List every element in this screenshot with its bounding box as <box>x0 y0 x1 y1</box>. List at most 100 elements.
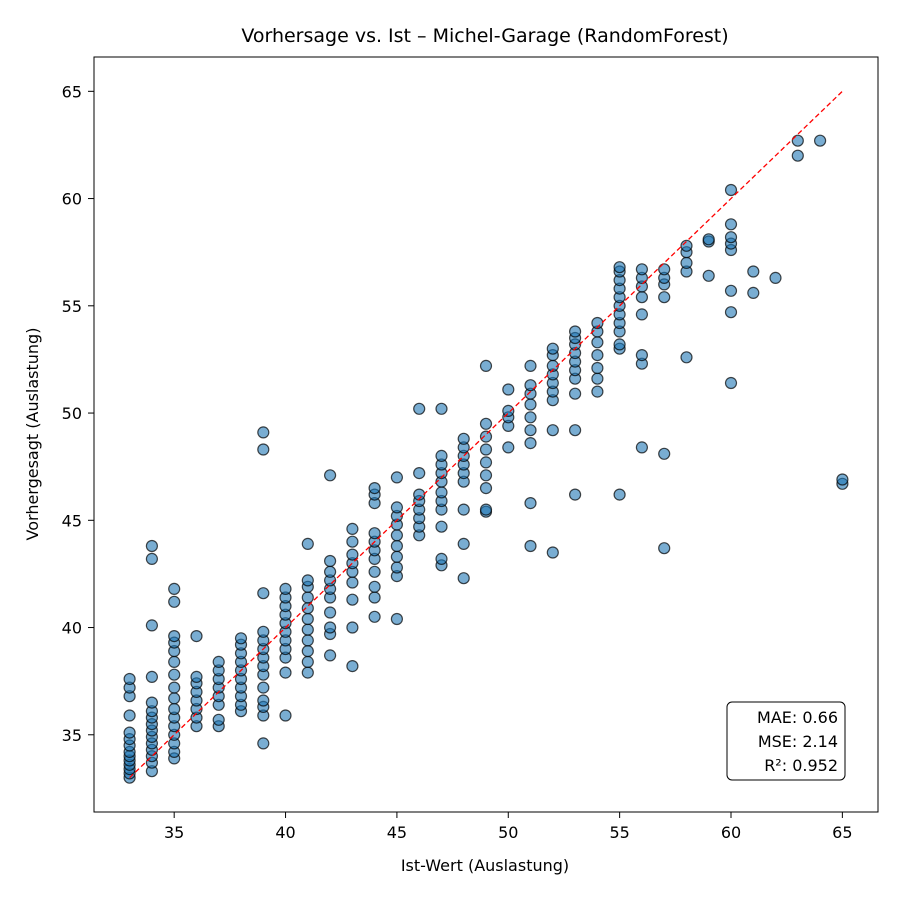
data-point <box>346 621 359 634</box>
x-tick-label: 50 <box>498 823 518 842</box>
y-tick-label: 50 <box>62 404 82 423</box>
y-axis-label: Vorhergesagt (Auslastung) <box>23 328 42 541</box>
data-point <box>324 606 337 619</box>
x-tick-label: 40 <box>275 823 295 842</box>
data-point <box>747 286 760 299</box>
data-point <box>368 580 381 593</box>
data-point <box>724 284 738 297</box>
data-point <box>524 437 537 450</box>
data-point <box>168 629 181 643</box>
data-point <box>413 467 426 480</box>
y-tick-label: 35 <box>62 726 82 745</box>
data-point <box>324 621 337 634</box>
data-point <box>145 539 158 553</box>
data-point <box>524 411 537 424</box>
data-point <box>301 537 314 551</box>
x-tick-label: 60 <box>721 823 741 842</box>
data-point <box>301 602 314 615</box>
data-point <box>390 561 403 574</box>
data-point <box>457 537 470 551</box>
y-axis: 35 40 45 50 55 60 65 <box>62 82 94 745</box>
data-point <box>413 402 426 415</box>
data-point <box>346 535 359 548</box>
data-point <box>658 542 671 555</box>
data-point <box>257 587 270 600</box>
data-point <box>368 591 381 604</box>
data-point <box>168 668 181 681</box>
data-point <box>257 694 270 707</box>
data-point <box>479 359 493 372</box>
data-point <box>524 398 537 411</box>
data-point <box>390 471 403 484</box>
data-point <box>435 402 448 415</box>
y-tick-label: 55 <box>62 297 82 316</box>
data-point <box>257 426 270 439</box>
data-point <box>123 672 136 686</box>
data-point <box>190 670 203 684</box>
y-tick-label: 60 <box>62 190 82 209</box>
data-point <box>836 473 849 486</box>
data-point <box>546 342 559 355</box>
data-point <box>813 134 827 147</box>
data-point <box>524 497 537 510</box>
data-point <box>435 520 448 533</box>
data-point <box>390 529 403 542</box>
data-point <box>591 316 604 330</box>
x-tick-label: 45 <box>387 823 407 842</box>
y-tick-label: 45 <box>62 511 82 530</box>
data-point <box>145 670 158 684</box>
data-point <box>791 134 804 147</box>
data-point <box>368 527 381 540</box>
data-point <box>479 417 493 430</box>
data-point <box>346 576 359 589</box>
data-point <box>568 325 582 338</box>
data-point <box>680 239 693 252</box>
data-point <box>123 709 136 722</box>
data-point <box>591 372 604 385</box>
data-point <box>324 649 337 662</box>
data-point <box>724 183 738 197</box>
data-point <box>724 218 738 231</box>
reference-line <box>129 90 843 779</box>
data-point <box>479 430 493 443</box>
data-point <box>301 574 314 587</box>
data-point <box>613 338 626 351</box>
data-point <box>613 488 626 501</box>
data-point <box>524 424 537 437</box>
data-point <box>324 565 337 578</box>
data-point <box>301 623 314 636</box>
data-point <box>168 692 181 705</box>
data-point <box>257 443 270 456</box>
data-point <box>680 256 693 269</box>
data-point <box>301 655 314 669</box>
data-point <box>524 539 537 553</box>
data-point <box>145 552 158 566</box>
data-point <box>301 612 314 626</box>
data-point <box>568 387 582 400</box>
data-point <box>635 263 649 276</box>
data-point <box>724 231 738 244</box>
data-point <box>346 659 359 673</box>
data-point <box>234 632 248 645</box>
data-point <box>168 681 181 694</box>
plot-area <box>123 90 849 784</box>
data-point <box>390 501 403 514</box>
data-point <box>212 713 225 726</box>
data-point <box>546 546 559 559</box>
x-tick-label: 35 <box>164 823 184 842</box>
data-point <box>457 572 470 585</box>
points-layer <box>123 134 849 784</box>
data-point <box>591 361 604 375</box>
data-point <box>613 261 626 274</box>
data-point <box>702 269 715 282</box>
data-point <box>457 432 470 445</box>
data-point <box>724 376 738 390</box>
data-point <box>123 726 136 739</box>
data-point <box>479 482 493 495</box>
data-point <box>145 619 158 632</box>
data-point <box>524 359 537 372</box>
plot-frame <box>93 56 879 813</box>
data-point <box>301 644 314 658</box>
data-point <box>413 488 426 501</box>
